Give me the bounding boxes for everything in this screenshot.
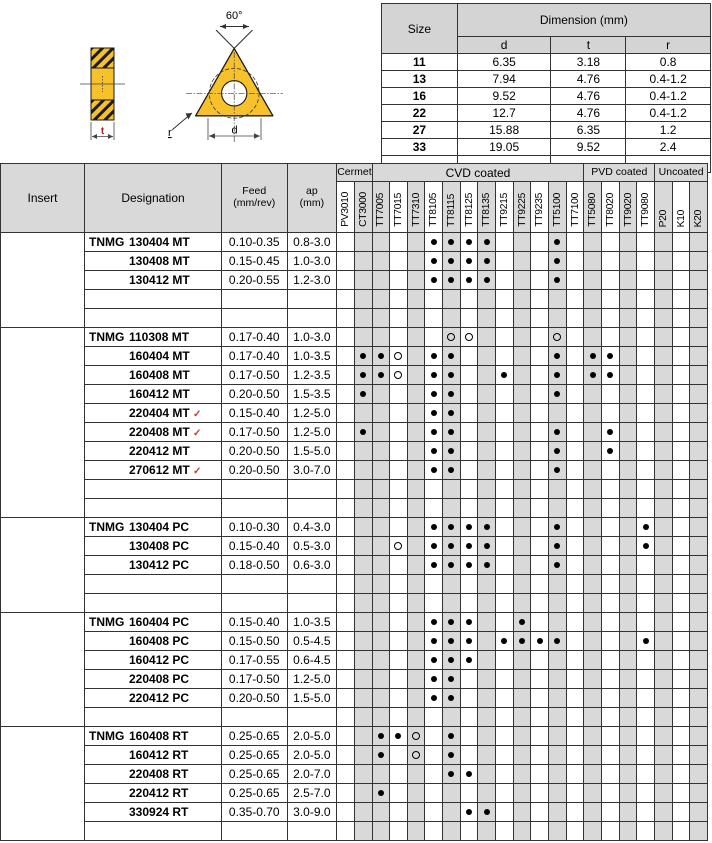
svg-text:t: t — [101, 126, 105, 137]
svg-text:60°: 60° — [226, 10, 243, 22]
svg-text:d: d — [231, 125, 237, 137]
svg-text:r: r — [168, 127, 172, 139]
